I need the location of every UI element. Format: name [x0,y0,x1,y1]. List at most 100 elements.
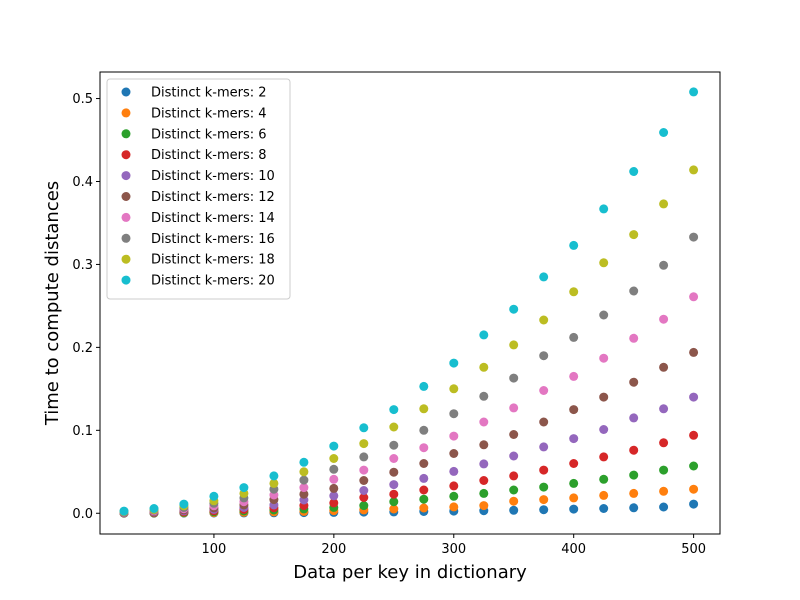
data-point [299,489,309,499]
data-point [569,287,579,297]
data-point [419,485,429,495]
data-point [599,504,609,513]
y-tick-label: 0.4 [72,175,93,190]
data-point [659,404,669,414]
data-point [359,452,369,462]
data-point [389,504,399,514]
legend-marker [121,129,131,139]
data-point [629,377,639,387]
data-point [569,504,579,514]
data-point [389,467,399,477]
data-point [599,258,609,268]
legend-marker [121,150,131,160]
data-point [299,483,309,493]
data-point [359,423,369,433]
legend-label: Distinct k-mers: 10 [151,169,275,184]
data-point [389,497,399,507]
data-point [539,351,549,361]
data-point [479,362,489,372]
data-point [659,128,669,137]
legend-label: Distinct k-mers: 2 [151,86,267,101]
data-point [629,413,639,423]
data-point [359,493,369,502]
data-point [539,417,549,427]
data-point [449,481,459,491]
data-point [389,405,399,415]
data-point [599,353,609,363]
legend-label: Distinct k-mers: 20 [151,274,275,289]
data-point [419,381,429,391]
legend: Distinct k-mers: 2 Distinct k-mers: 4 Dist… [106,78,291,300]
legend-label: Distinct k-mers: 14 [151,211,275,226]
data-point [539,495,549,505]
data-point [629,286,639,296]
data-point [389,422,399,432]
series-10 [119,87,699,516]
data-point [329,483,339,493]
data-point [449,409,459,419]
data-point [539,272,549,282]
y-tick-label: 0.2 [72,341,93,356]
data-point [659,260,669,270]
data-point [509,403,519,413]
data-point [539,315,549,325]
data-point [179,499,189,509]
data-point [509,340,519,350]
data-point [539,465,549,475]
data-point [209,491,219,501]
series-4 [119,430,699,518]
legend-label: Distinct k-mers: 4 [151,106,267,121]
data-point [419,443,429,453]
data-point [359,476,369,485]
data-point [329,441,339,451]
data-point [689,347,699,357]
data-point [509,496,519,506]
data-point [599,490,609,500]
data-point [479,476,489,485]
data-point [599,474,609,484]
data-point [659,502,669,512]
data-point [599,310,609,320]
data-point [419,503,429,513]
data-point [479,417,489,427]
data-point [329,498,339,508]
data-point [329,464,339,474]
data-point [149,504,159,513]
data-point [659,486,669,496]
data-point [509,485,519,495]
data-point [449,449,459,458]
data-point [389,440,399,450]
data-point [569,478,579,488]
data-point [389,454,399,463]
data-point [659,438,669,448]
y-tick-label: 0.5 [72,92,93,107]
data-point [629,167,639,176]
x-tick-label: 100 [202,542,227,557]
data-point [359,439,369,449]
y-axis-ticks: 0.0 0.1 0.2 0.3 0.4 0.5 [72,92,100,522]
x-axis-ticks: 100 200 300 400 500 [202,534,706,557]
data-point [329,454,339,463]
data-point [419,494,429,504]
data-point [689,232,699,242]
data-point [689,461,699,471]
legend-label: Distinct k-mers: 12 [151,190,275,205]
legend-marker [121,254,131,264]
legend-label: Distinct k-mers: 8 [151,148,267,163]
data-point [449,431,459,441]
data-point [539,386,549,395]
data-point [299,457,309,467]
data-point [479,440,489,450]
legend-label: Distinct k-mers: 6 [151,127,267,142]
data-point [629,488,639,498]
data-point [449,358,459,368]
data-point [689,392,699,402]
data-point [689,430,699,440]
data-point [479,501,489,511]
data-point [269,471,279,481]
data-point [689,292,699,302]
y-tick-label: 0.3 [72,258,93,273]
data-point [299,475,309,485]
data-point [119,506,129,516]
